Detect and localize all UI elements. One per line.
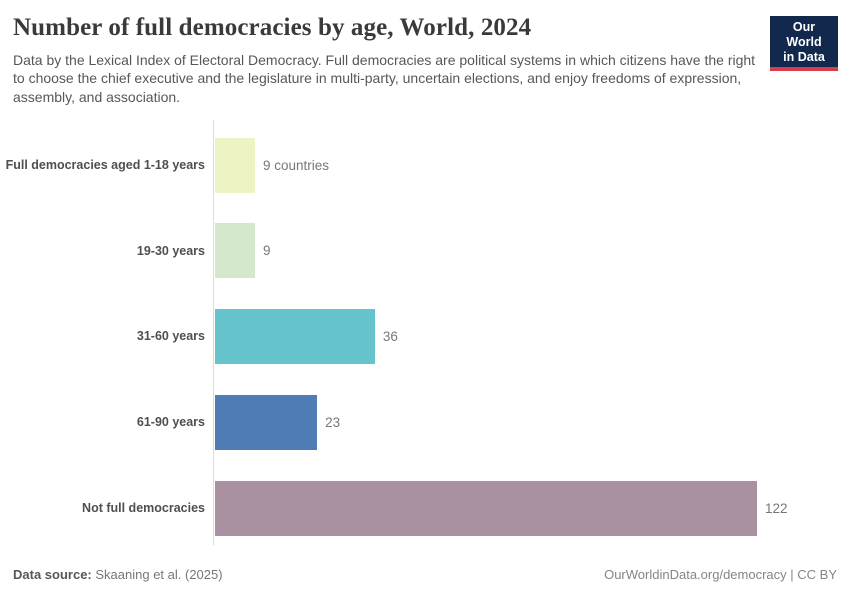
- bar[interactable]: [215, 394, 318, 450]
- value-label: 9: [262, 243, 271, 259]
- chart-footer: Data source: Skaaning et al. (2025) OurW…: [13, 567, 837, 582]
- category-label: Not full democracies: [82, 500, 205, 515]
- owid-logo-line1: Our World: [786, 20, 822, 49]
- category-label: 61-90 years: [136, 415, 205, 430]
- chart-row: 31-60 years 36: [0, 309, 850, 365]
- chart-row: 19-30 years 9: [0, 223, 850, 279]
- value-label: 9 countries: [262, 157, 330, 173]
- footer-attribution: OurWorldinData.org/democracy | CC BY: [604, 567, 837, 582]
- data-source-value: Skaaning et al. (2025): [95, 567, 223, 582]
- chart-row: 61-90 years 23: [0, 394, 850, 450]
- page-title: Number of full democracies by age, World…: [13, 14, 532, 41]
- chart-header: Number of full democracies by age, World…: [0, 0, 850, 106]
- data-source-label: Data source:: [13, 567, 92, 582]
- value-label: 122: [765, 500, 788, 516]
- owid-logo-line2: in Data: [783, 49, 825, 64]
- license-link[interactable]: CC BY: [797, 567, 837, 582]
- owid-logo[interactable]: Our World in Data: [770, 16, 838, 72]
- chart-row: Full democracies aged 1-18 years 9 countr…: [0, 137, 850, 193]
- y-axis-line: [213, 120, 214, 545]
- bar-chart: Full democracies aged 1-18 years 9 countr…: [0, 120, 850, 545]
- chart-subtitle: Data by the Lexical Index of Electoral D…: [13, 51, 756, 105]
- bar[interactable]: [215, 223, 255, 279]
- chart-row: Not full democracies 122: [0, 480, 850, 536]
- owid-url-link[interactable]: OurWorldinData.org/democracy: [604, 567, 787, 582]
- bar[interactable]: [215, 309, 375, 365]
- footer-separator: |: [786, 567, 798, 582]
- category-label: 31-60 years: [136, 329, 205, 344]
- value-label: 36: [382, 329, 398, 345]
- category-label: Full democracies aged 1-18 years: [5, 158, 205, 172]
- bar[interactable]: [215, 137, 255, 193]
- value-label: 23: [325, 414, 341, 430]
- data-source: Data source: Skaaning et al. (2025): [13, 567, 223, 582]
- bar[interactable]: [215, 480, 757, 536]
- category-label: 19-30 years: [136, 243, 205, 258]
